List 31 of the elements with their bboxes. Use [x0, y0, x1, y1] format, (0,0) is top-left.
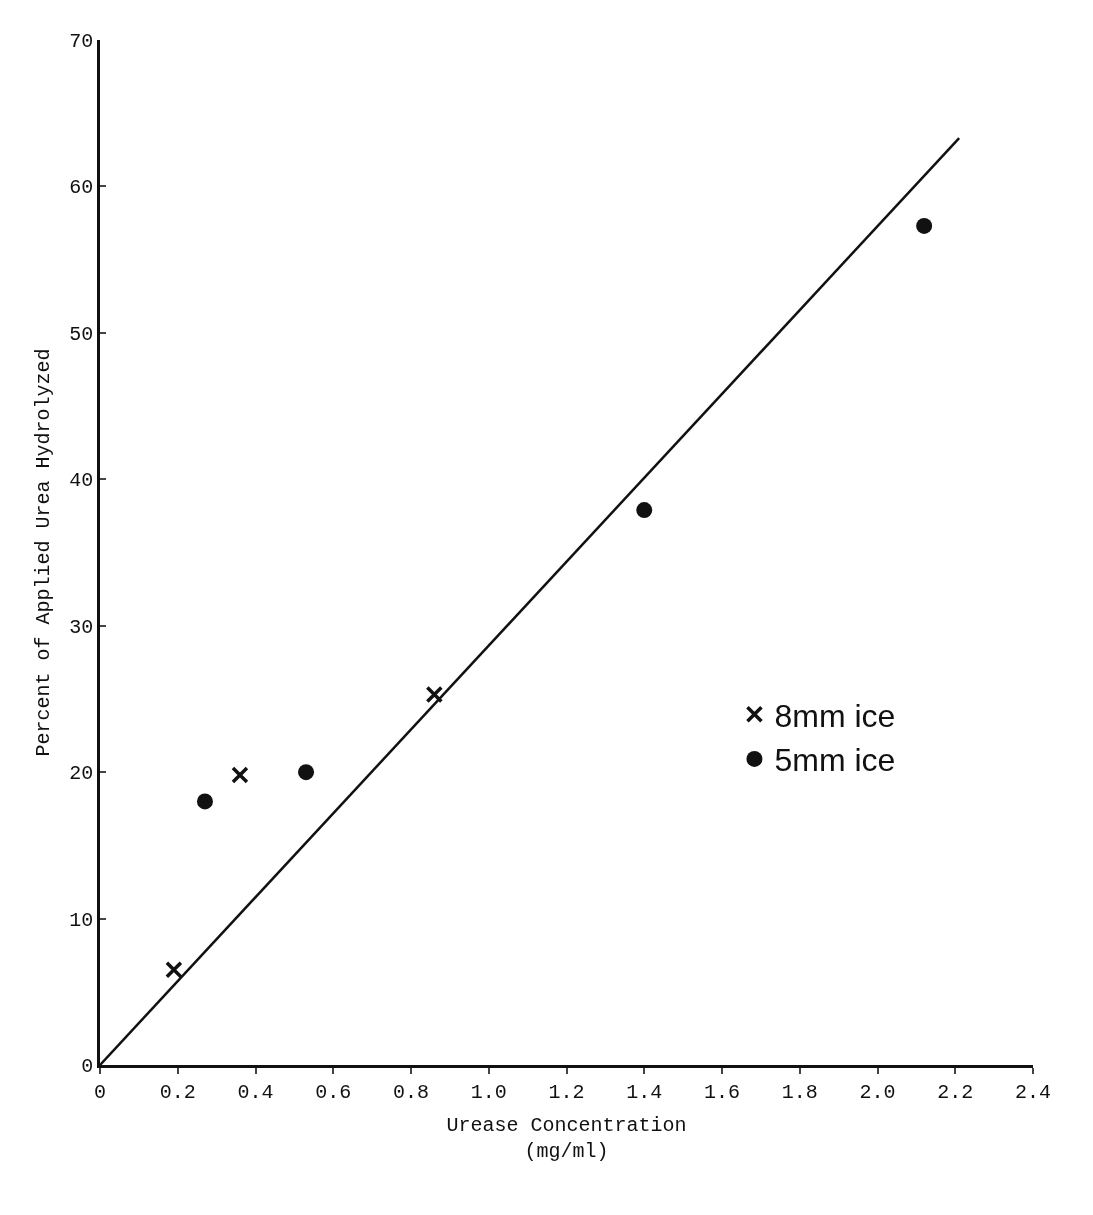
- legend-label: 5mm ice: [774, 742, 896, 779]
- x-tick-label: 2.0: [859, 1080, 896, 1104]
- y-tick-label: 30: [69, 615, 94, 639]
- x-tick-label: 1.0: [470, 1080, 507, 1104]
- x-tick-label: 0.6: [315, 1080, 352, 1104]
- point: [165, 961, 183, 979]
- x-tick-label: 1.2: [548, 1080, 585, 1104]
- point: [298, 764, 315, 781]
- y-tick-label: 60: [69, 176, 94, 200]
- x-tick-label: 0.4: [237, 1080, 274, 1104]
- point: [636, 502, 653, 519]
- x-tick-label: 0.2: [159, 1080, 196, 1104]
- x-axis-title: Urease Concentration (mg/ml): [446, 1114, 687, 1164]
- x-tick-label: 1.8: [781, 1080, 818, 1104]
- x-tick-label: 2.2: [937, 1080, 974, 1104]
- y-tick-label: 70: [69, 30, 94, 53]
- x-tick-label: 0.8: [392, 1080, 430, 1104]
- x-tick-label: 1.6: [703, 1080, 741, 1104]
- y-tick-label: 10: [69, 908, 94, 932]
- y-tick-label: 0: [81, 1055, 94, 1078]
- y-tick-label: 50: [69, 322, 94, 346]
- x-tick-label: 2.4: [1014, 1080, 1052, 1104]
- point: [425, 685, 444, 704]
- legend-label: 8mm ice: [774, 697, 896, 734]
- point: [916, 217, 933, 234]
- y-tick-label: 20: [69, 762, 94, 786]
- point: [231, 766, 249, 784]
- x-tick-label: 1.4: [626, 1080, 663, 1104]
- y-tick-label: 40: [69, 469, 94, 493]
- y-axis-title: Percent of Applied Urea Hydrolyzed: [31, 348, 55, 757]
- point: [196, 793, 213, 810]
